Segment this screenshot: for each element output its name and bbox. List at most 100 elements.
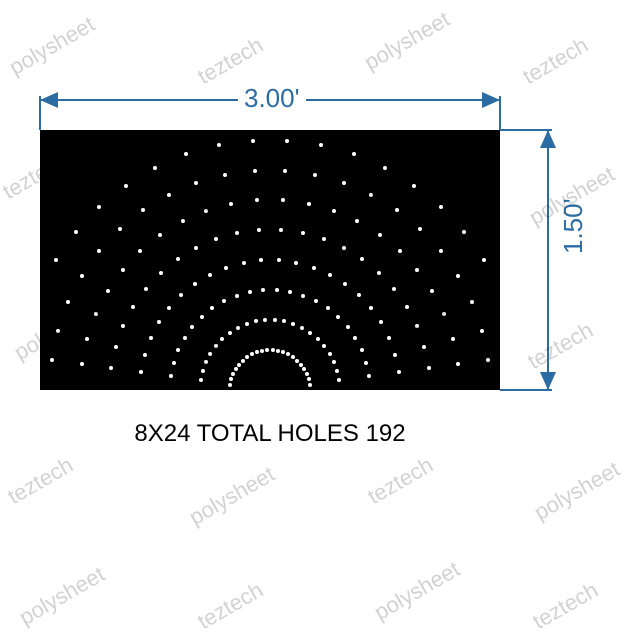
hole-dot xyxy=(228,331,232,335)
hole-dot xyxy=(343,282,347,286)
hole-dot xyxy=(235,294,239,298)
hole-dot xyxy=(201,369,205,373)
hole-dot xyxy=(307,377,311,381)
hole-dot xyxy=(149,336,153,340)
hole-dot xyxy=(307,202,311,206)
hole-dot xyxy=(153,166,157,170)
hole-dot xyxy=(439,205,443,209)
hole-dot xyxy=(369,193,373,197)
hole-dot xyxy=(360,348,364,352)
dimension-line-height xyxy=(547,130,549,390)
hole-dot xyxy=(301,231,305,235)
hole-dot xyxy=(439,249,443,253)
hole-dot xyxy=(451,337,455,341)
hole-dot xyxy=(326,306,330,310)
hole-dot xyxy=(236,326,240,330)
watermark-text: polysheet xyxy=(185,461,280,531)
hole-dot xyxy=(167,193,171,197)
hole-dot xyxy=(181,219,185,223)
hole-dot xyxy=(405,305,409,309)
hole-dot xyxy=(183,336,187,340)
hole-dot xyxy=(342,181,346,185)
watermark-text: teztech xyxy=(528,577,602,635)
hole-dot xyxy=(308,383,312,387)
hole-dot xyxy=(415,324,419,328)
hole-dot xyxy=(159,271,163,275)
hole-dot xyxy=(480,329,484,333)
hole-dot xyxy=(383,166,387,170)
hole-dot xyxy=(80,362,84,366)
hole-dot xyxy=(255,350,259,354)
watermark-text: teztech xyxy=(518,32,592,90)
hole-dot xyxy=(322,237,326,241)
hole-dot xyxy=(285,139,289,143)
hole-dot xyxy=(172,361,176,365)
hole-dot xyxy=(313,173,317,177)
hole-dot xyxy=(482,258,486,262)
hole-dot xyxy=(332,209,336,213)
perforated-panel xyxy=(40,130,500,390)
hole-dot xyxy=(357,293,361,297)
hole-dot xyxy=(223,173,227,177)
watermark-text: polysheet xyxy=(530,456,625,526)
hole-dot xyxy=(114,345,118,349)
arrow-down-icon xyxy=(540,372,556,390)
arrow-right-icon xyxy=(482,92,500,108)
watermark-text: teztech xyxy=(3,452,77,510)
arrow-left-icon xyxy=(40,92,58,108)
hole-dot xyxy=(486,358,490,362)
hole-dot xyxy=(398,249,402,253)
hole-dot xyxy=(251,139,255,143)
hole-dot xyxy=(208,352,212,356)
watermark-text: polysheet xyxy=(360,6,455,76)
watermark-text: teztech xyxy=(193,32,267,90)
hole-dot xyxy=(273,318,277,322)
hole-dot xyxy=(106,289,110,293)
watermark-text: polysheet xyxy=(15,561,110,631)
hole-dot xyxy=(312,266,316,270)
hole-dot xyxy=(193,282,197,286)
hole-dot xyxy=(228,383,232,387)
hole-dot xyxy=(346,325,350,329)
hole-dot xyxy=(283,169,287,173)
hole-dot xyxy=(412,184,416,188)
hole-dot xyxy=(422,345,426,349)
hole-dot xyxy=(260,349,264,353)
hole-dot xyxy=(305,372,309,376)
hole-dot xyxy=(237,363,241,367)
hole-dot xyxy=(328,273,332,277)
diagram-stage: 3.00' 1.50' 8X24 TOTAL HOLES 192 polyshe… xyxy=(0,0,628,628)
hole-dot xyxy=(80,274,84,278)
hole-dot xyxy=(342,246,346,250)
arrow-up-icon xyxy=(540,130,556,148)
hole-dot xyxy=(204,360,208,364)
hole-dot xyxy=(143,353,147,357)
hole-dot xyxy=(245,322,249,326)
hole-dot xyxy=(144,287,148,291)
hole-dot xyxy=(369,306,373,310)
panel-caption: 8X24 TOTAL HOLES 192 xyxy=(120,420,420,448)
hole-dot xyxy=(316,337,320,341)
hole-dot xyxy=(248,290,252,294)
watermark-text: polysheet xyxy=(5,11,100,81)
hole-dot xyxy=(328,352,332,356)
watermark-text: teztech xyxy=(363,452,437,510)
hole-dot xyxy=(271,348,275,352)
watermark-text: polysheet xyxy=(370,556,465,626)
hole-dot xyxy=(241,359,245,363)
hole-dot xyxy=(234,367,238,371)
hole-dot xyxy=(208,273,212,277)
hole-dot xyxy=(253,169,257,173)
hole-dot xyxy=(299,363,303,367)
hole-dot xyxy=(427,366,431,370)
hole-dot xyxy=(456,274,460,278)
hole-dot xyxy=(200,315,204,319)
height-dimension-label: 1.50' xyxy=(558,192,589,260)
hole-dot xyxy=(121,268,125,272)
watermark-text: teztech xyxy=(193,577,267,635)
width-dimension-label: 3.00' xyxy=(238,83,306,114)
hole-dot xyxy=(56,329,60,333)
watermark-text: teztech xyxy=(523,317,597,375)
hole-dot xyxy=(242,261,246,265)
hole-dot xyxy=(85,337,89,341)
